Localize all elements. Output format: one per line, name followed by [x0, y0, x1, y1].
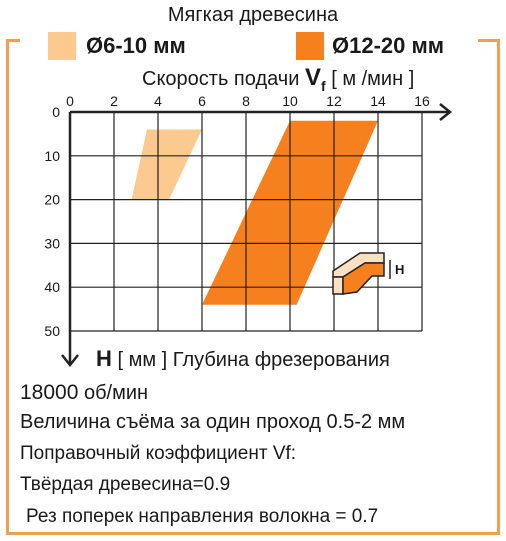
legend-swatch-large — [296, 32, 324, 60]
y-axis-symbol: H — [96, 346, 112, 371]
series-area-0 — [131, 129, 202, 200]
hardwood-label: Твёрдая древесина — [20, 474, 193, 495]
x-tick-label-6: 6 — [198, 93, 206, 109]
y-axis-unit: [ мм ] — [117, 349, 168, 371]
legend-small-diameter: Ø6-10 — [86, 33, 148, 58]
rpm-value: 18000 — [20, 381, 79, 404]
x-tick-label-0: 0 — [66, 93, 74, 109]
x-axis-symbol: Vf — [304, 64, 326, 94]
x-tick-label-12: 12 — [326, 93, 342, 109]
x-tick-label-4: 4 — [154, 93, 162, 109]
frame-bottom — [6, 532, 500, 535]
cutting-depth-inset-icon: H — [332, 252, 404, 295]
y-tick-label-30: 30 — [44, 235, 60, 251]
chart-title: Мягкая древесина — [167, 4, 339, 26]
legend-large-unit: мм — [411, 33, 445, 58]
frame-top-right — [478, 39, 500, 42]
x-tick-label-8: 8 — [242, 93, 250, 109]
x-tick-label-14: 14 — [370, 93, 386, 109]
hardwood-note: Твёрдая древесина=0.9 — [20, 474, 230, 496]
x-axis-label: Скорость подачи — [142, 68, 300, 90]
y-tick-label-40: 40 — [44, 279, 60, 295]
y-tick-label-0: 0 — [52, 104, 60, 120]
x-axis-title: Скорость подачи Vf [ м /мин ] — [142, 64, 414, 94]
x-tick-label-2: 2 — [110, 93, 118, 109]
y-tick-label-10: 10 — [44, 148, 60, 164]
crossgrain-note: Рез поперек направления волокна = 0.7 — [26, 506, 379, 527]
frame-right — [497, 39, 500, 535]
coefficient-symbol: Vf: — [272, 443, 297, 464]
hardwood-value: =0.9 — [192, 474, 231, 495]
frame-top-left — [6, 39, 20, 42]
coefficient-note: Поправочный коэффициент Vf: — [20, 443, 296, 465]
x-tick-label-16: 16 — [414, 93, 430, 109]
y-axis-label: Глубина фрезерования — [172, 349, 390, 371]
coefficient-label: Поправочный коэффициент — [20, 443, 268, 464]
rpm-note: 18000 об/мин — [20, 381, 148, 405]
removal-note: Величина съёма за один проход 0.5-2 мм — [20, 411, 406, 433]
legend-small-unit: мм — [153, 33, 186, 58]
inset-cut-area — [342, 262, 385, 295]
inset-label: H — [395, 262, 404, 277]
frame-left — [6, 39, 9, 535]
y-axis-title: H [ мм ] Глубина фрезерования — [96, 346, 390, 372]
x-axis-arrow — [439, 103, 453, 121]
legend-swatch-small — [48, 32, 76, 60]
inset-workpiece-side — [332, 276, 344, 295]
y-axis-arrow — [61, 354, 79, 368]
x-axis-unit: [ м /мин ] — [331, 68, 415, 90]
x-tick-label-10: 10 — [282, 93, 298, 109]
rpm-unit: об/мин — [83, 382, 149, 404]
y-tick-label-50: 50 — [44, 323, 60, 339]
legend-label-small: Ø6-10 мм — [86, 33, 186, 59]
y-tick-label-20: 20 — [44, 192, 60, 208]
legend-label-large: Ø12-20 мм — [332, 33, 444, 59]
legend-large-diameter: Ø12-20 — [332, 33, 406, 58]
